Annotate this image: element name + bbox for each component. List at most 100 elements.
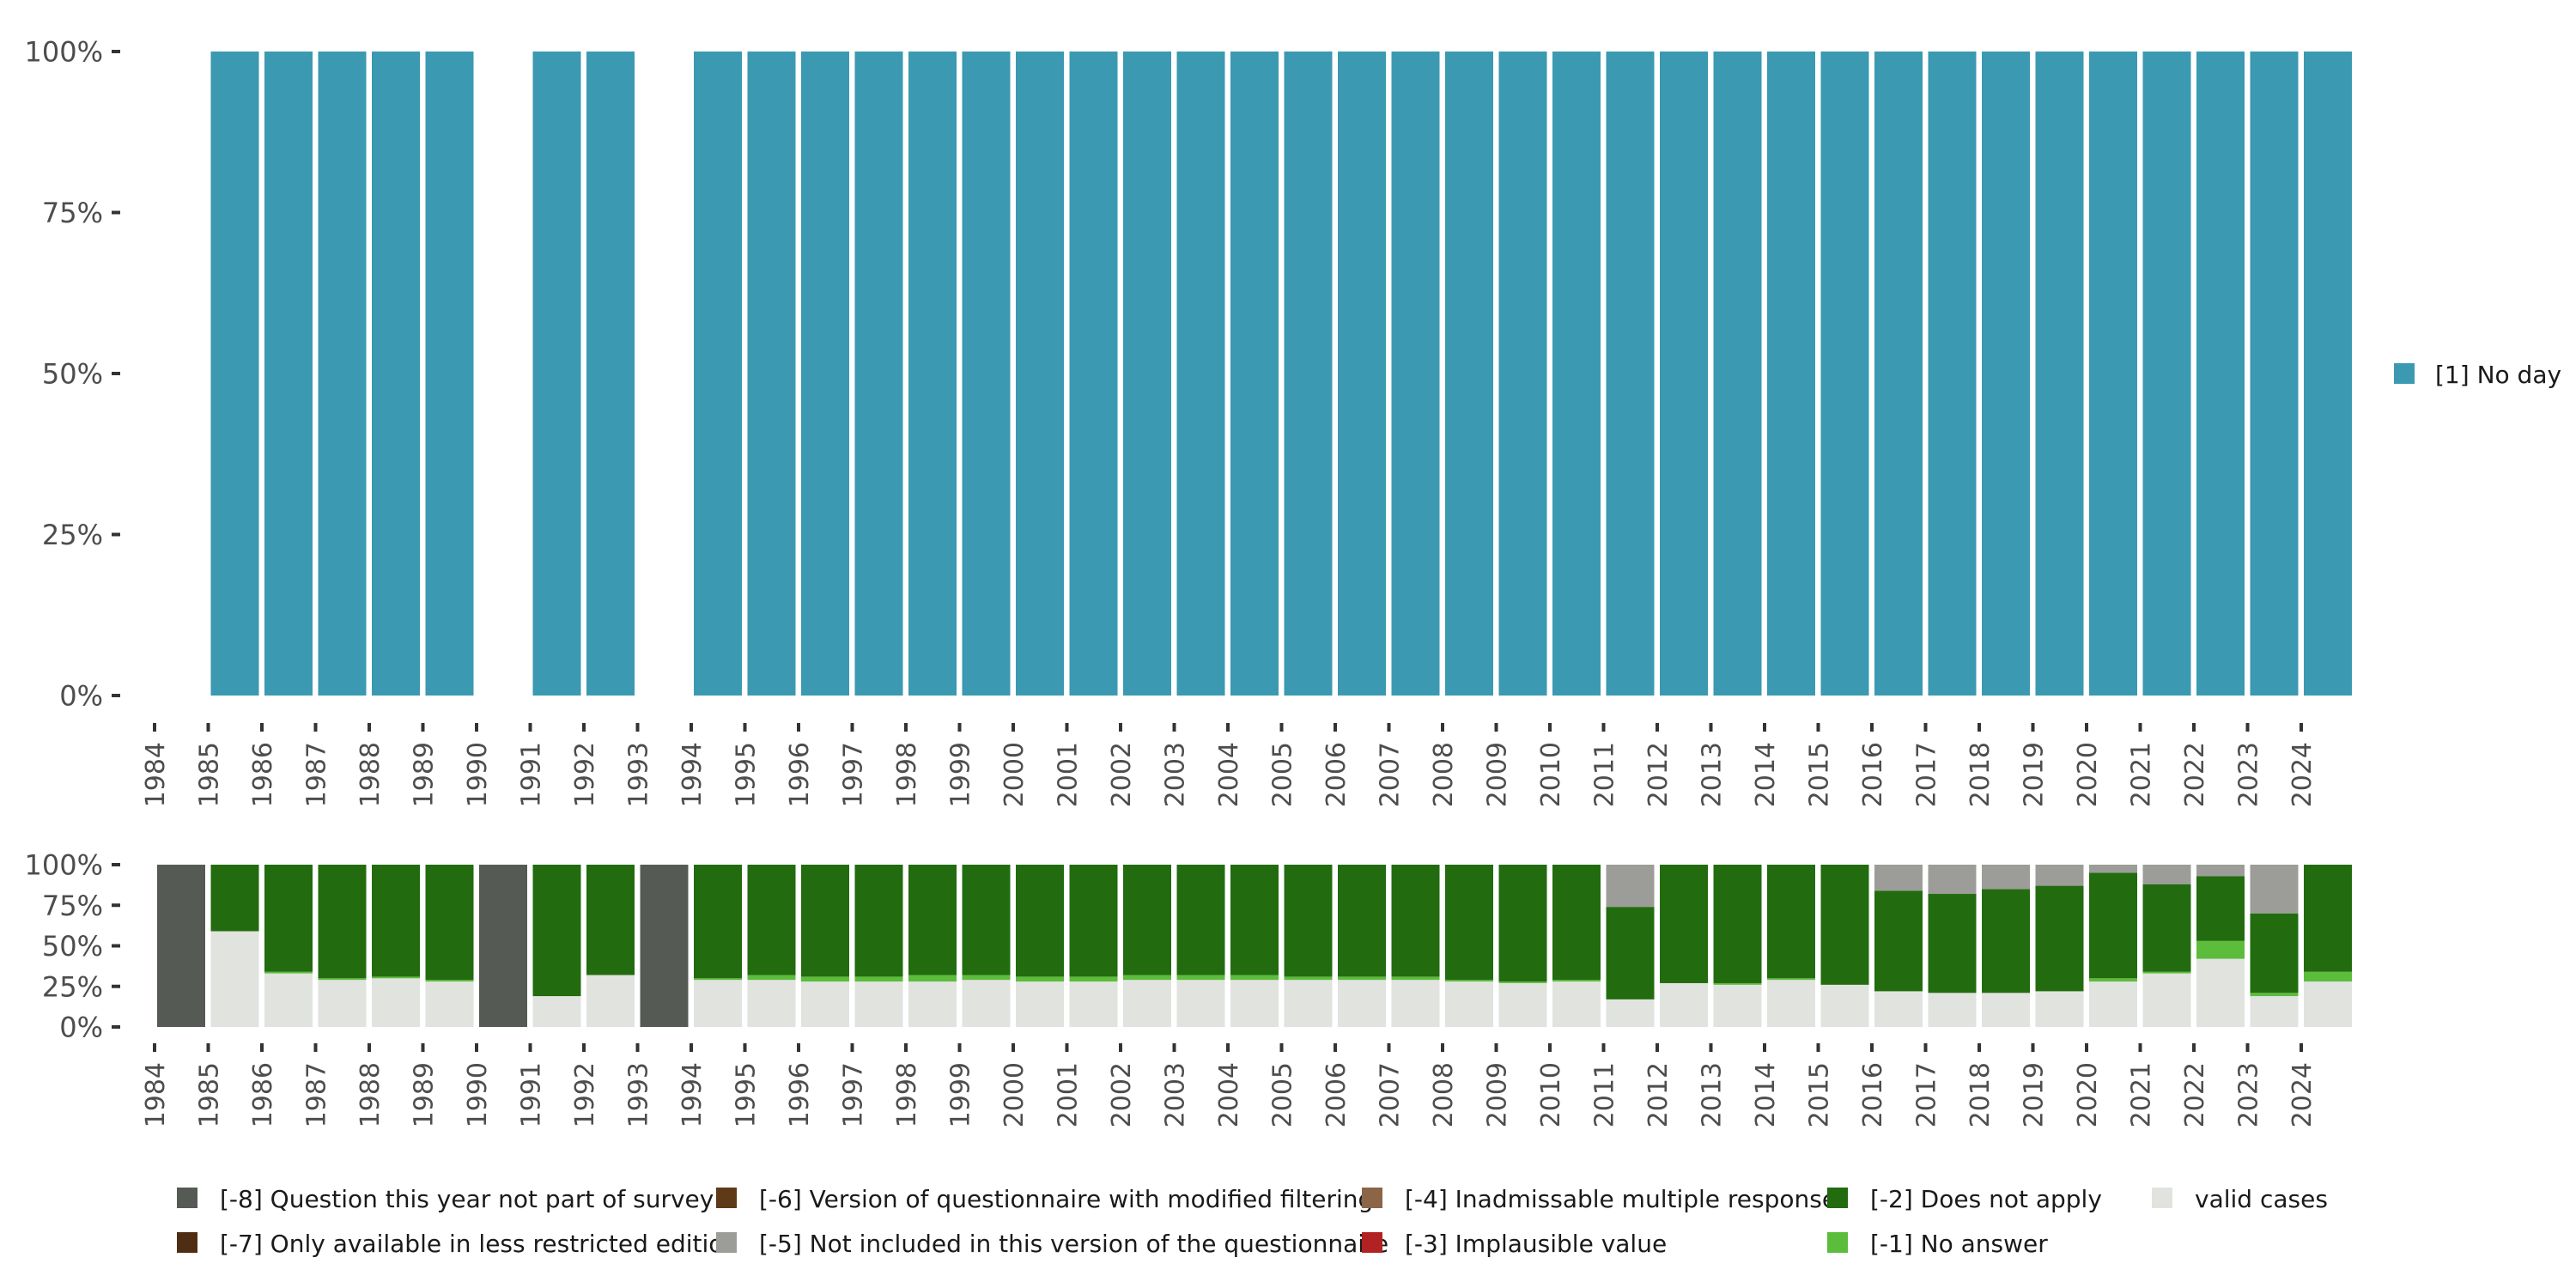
x-tick-label: 1996 — [785, 1062, 815, 1127]
bar-valid-cases-2010 — [1552, 981, 1601, 1027]
bar-valid-cases-2007 — [1391, 980, 1440, 1027]
bar-1-no-day-1998 — [908, 52, 957, 696]
bar-valid-cases-1994 — [694, 980, 742, 1027]
legend-swatch-valid-cases — [2152, 1188, 2172, 1208]
bar-valid-cases-2012 — [1660, 982, 1708, 1027]
bar-1-no-day-1995 — [747, 52, 796, 696]
bar-valid-cases-2013 — [1713, 984, 1762, 1027]
bar-2-does-not-apply-1998 — [908, 865, 957, 975]
bar-1-no-answer-2009 — [1498, 981, 1547, 983]
bar-5-not-included-in-this-version-of-the-questionnaire-2021 — [2142, 865, 2191, 884]
bar-2-does-not-apply-2014 — [1767, 865, 1815, 979]
bar-2-does-not-apply-1997 — [854, 865, 903, 977]
x-tick-label: 2016 — [1858, 1062, 1888, 1127]
bar-valid-cases-2019 — [2035, 991, 2084, 1027]
x-tick-label: 2013 — [1698, 742, 1728, 807]
x-tick-label: 1993 — [624, 742, 654, 807]
bar-1-no-answer-2000 — [1016, 976, 1064, 982]
bar-1-no-day-1987 — [318, 52, 367, 696]
bar-valid-cases-2003 — [1176, 980, 1225, 1027]
bar-1-no-answer-1994 — [694, 978, 742, 981]
bar-1-no-day-1999 — [962, 52, 1011, 696]
x-tick-label: 2024 — [2287, 1062, 2318, 1127]
bar-2-does-not-apply-2009 — [1498, 865, 1547, 982]
x-tick-label: 2001 — [1054, 1062, 1084, 1127]
bar-1-no-day-2005 — [1284, 52, 1333, 696]
bar-1-no-day-2024 — [2304, 52, 2352, 696]
bar-valid-cases-1991 — [532, 996, 581, 1027]
bar-5-not-included-in-this-version-of-the-questionnaire-2023 — [2250, 865, 2299, 914]
x-tick-label: 2004 — [1214, 742, 1244, 807]
y-tick-label: 75% — [42, 197, 103, 229]
x-tick-label: 2005 — [1268, 1062, 1298, 1127]
bar-1-no-answer-2022 — [2196, 940, 2245, 959]
x-tick-label: 2017 — [1912, 1062, 1942, 1127]
x-tick-label: 1985 — [195, 1062, 225, 1127]
bar-1-no-answer-1997 — [854, 976, 903, 982]
x-tick-label: 1989 — [410, 1062, 440, 1127]
x-tick-label: 1992 — [570, 1062, 600, 1127]
bar-valid-cases-2004 — [1230, 980, 1279, 1027]
x-tick-label: 2003 — [1161, 742, 1191, 807]
x-tick-label: 1985 — [195, 742, 225, 807]
bar-2-does-not-apply-2023 — [2250, 913, 2299, 993]
bar-1-no-answer-2020 — [2089, 978, 2137, 982]
top-legend: [1] No day — [2394, 361, 2561, 389]
bar-valid-cases-2016 — [1874, 991, 1923, 1027]
bar-1-no-day-2016 — [1874, 52, 1923, 696]
legend-label-8-question-this-year-not-part-of-survey: [-8] Question this year not part of surv… — [220, 1185, 714, 1213]
x-tick-label: 2013 — [1698, 1062, 1728, 1127]
bar-valid-cases-2014 — [1767, 980, 1815, 1027]
legend-swatch-7-only-available-in-less-restricted-edition — [177, 1232, 197, 1253]
bar-5-not-included-in-this-version-of-the-questionnaire-2018 — [1982, 865, 2030, 890]
bar-2-does-not-apply-2018 — [1982, 889, 2030, 993]
bar-2-does-not-apply-2016 — [1874, 890, 1923, 992]
bar-1-no-answer-1986 — [264, 971, 313, 974]
legend-swatch-3-implausible-value — [1362, 1232, 1382, 1253]
bar-1-no-day-2008 — [1445, 52, 1493, 696]
bar-1-no-day-1994 — [694, 52, 742, 696]
bar-valid-cases-1996 — [801, 981, 849, 1027]
bar-1-no-day-2014 — [1767, 52, 1815, 696]
bar-2-does-not-apply-2021 — [2142, 884, 2191, 972]
x-tick-label: 2021 — [2127, 1062, 2157, 1127]
x-tick-label: 1992 — [570, 742, 600, 807]
bar-2-does-not-apply-2003 — [1176, 865, 1225, 975]
legend-swatch-5-not-included-in-this-version-of-the-questionnaire — [716, 1232, 737, 1253]
x-tick-label: 1998 — [892, 1062, 922, 1127]
x-tick-label: 2005 — [1268, 742, 1298, 807]
bar-valid-cases-2000 — [1016, 981, 1064, 1027]
bar-2-does-not-apply-2017 — [1928, 894, 1977, 993]
legend-swatch-1-no-answer — [1827, 1232, 1848, 1253]
x-tick-label: 2012 — [1643, 742, 1674, 807]
x-tick-label: 1993 — [624, 1062, 654, 1127]
legend-swatch-1-no-day — [2394, 363, 2415, 384]
bar-valid-cases-2005 — [1284, 980, 1333, 1027]
x-tick-label: 1988 — [355, 1062, 386, 1127]
bar-5-not-included-in-this-version-of-the-questionnaire-2019 — [2035, 865, 2084, 886]
y-tick-label: 100% — [25, 849, 103, 882]
bar-5-not-included-in-this-version-of-the-questionnaire-2022 — [2196, 865, 2245, 877]
bar-1-no-day-2012 — [1660, 52, 1708, 696]
bar-1-no-day-2003 — [1176, 52, 1225, 696]
bar-valid-cases-1998 — [908, 981, 957, 1027]
x-tick-label: 2009 — [1483, 742, 1513, 807]
x-tick-label: 2020 — [2073, 742, 2103, 807]
x-tick-label: 2003 — [1161, 1062, 1191, 1127]
bar-2-does-not-apply-1996 — [801, 865, 849, 977]
bar-2-does-not-apply-1991 — [532, 865, 581, 997]
bar-2-does-not-apply-2019 — [2035, 885, 2084, 992]
bar-1-no-answer-2008 — [1445, 980, 1493, 982]
bar-2-does-not-apply-2010 — [1552, 865, 1601, 981]
legend-swatch-8-question-this-year-not-part-of-survey — [177, 1188, 197, 1208]
x-tick-label: 1987 — [302, 1062, 332, 1127]
bar-1-no-answer-2010 — [1552, 980, 1601, 982]
bar-1-no-day-2004 — [1230, 52, 1279, 696]
x-tick-label: 1990 — [463, 1062, 493, 1127]
bar-1-no-day-2021 — [2142, 52, 2191, 696]
bar-2-does-not-apply-1986 — [264, 865, 313, 972]
x-tick-label: 1998 — [892, 742, 922, 807]
bar-1-no-day-2013 — [1713, 52, 1762, 696]
bar-1-no-answer-2013 — [1713, 982, 1762, 985]
bar-valid-cases-2023 — [2250, 996, 2299, 1027]
